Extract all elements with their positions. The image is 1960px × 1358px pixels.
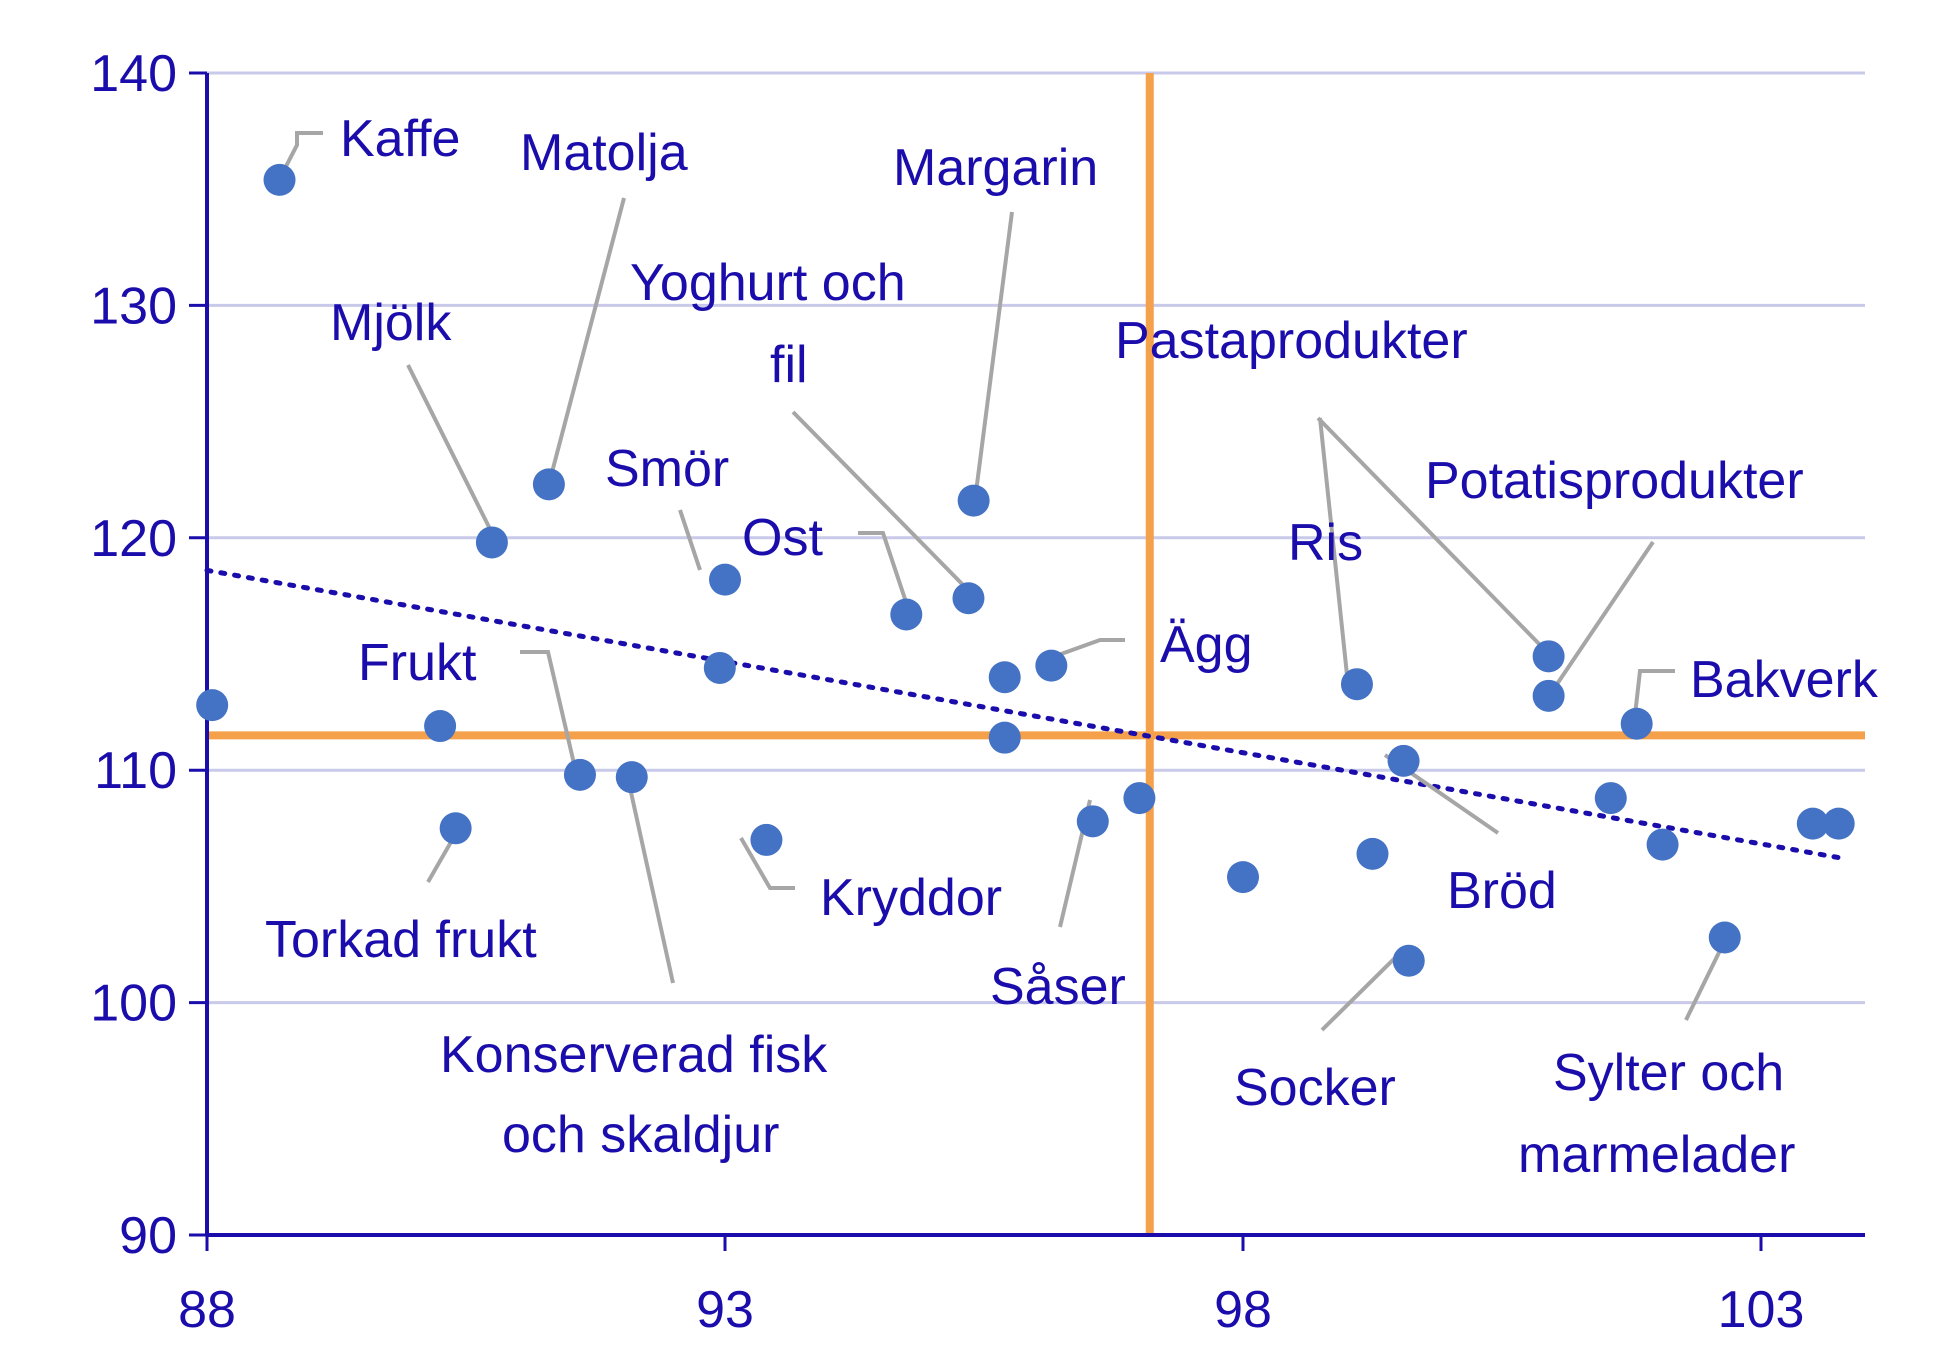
y-tick-label: 100 [90, 975, 177, 1033]
data-point [1796, 807, 1829, 840]
trend-line-group [204, 567, 1847, 862]
data-point [750, 823, 783, 856]
label-leaders [278, 131, 1732, 1032]
data-point [1387, 744, 1420, 777]
data-point [1646, 828, 1679, 861]
data-point [1392, 944, 1425, 977]
point-label: Potatisprodukter [1425, 452, 1804, 510]
data-point [439, 812, 472, 845]
point-label: och skaldjur [502, 1106, 779, 1164]
point-label: Torkad frukt [265, 911, 537, 969]
data-point [1123, 782, 1156, 815]
leader-line [1049, 638, 1125, 660]
data-point [1035, 649, 1068, 682]
leader-line [1318, 417, 1349, 676]
point-label: Bakverk [1690, 651, 1879, 709]
leader-line [623, 764, 675, 984]
data-points [196, 163, 1855, 977]
data-point [196, 689, 229, 722]
gridlines [207, 71, 1865, 1005]
data-point [263, 163, 296, 196]
data-point [890, 598, 923, 631]
data-point [1708, 921, 1741, 954]
leader-line [278, 131, 323, 179]
point-label: Såser [990, 958, 1126, 1016]
x-tick-label: 93 [696, 1281, 754, 1339]
data-point [615, 761, 648, 794]
leader-line [739, 836, 795, 890]
point-label: Kryddor [820, 869, 1002, 927]
leader-line [1316, 416, 1547, 652]
data-point [1356, 837, 1389, 870]
data-point [475, 526, 508, 559]
point-label: Mjölk [330, 294, 452, 352]
point-label: Smör [605, 440, 729, 498]
point-label: Ris [1288, 514, 1363, 572]
point-label: Bröd [1447, 862, 1557, 920]
data-point [532, 468, 565, 501]
leader-line [791, 410, 970, 592]
data-point [957, 484, 990, 517]
trend-line [204, 567, 1847, 862]
y-tick-label: 110 [94, 742, 177, 800]
leader-line [520, 650, 577, 769]
data-point [563, 758, 596, 791]
x-tick-label: 98 [1214, 1281, 1272, 1339]
leader-line [548, 197, 626, 481]
data-point [1340, 668, 1373, 701]
leader-line [1633, 669, 1675, 716]
axes: 90 100 110 120 130 140 88 93 98 103 [90, 45, 1865, 1339]
point-label: Frukt [358, 634, 477, 692]
x-tick-label: 88 [178, 1281, 236, 1339]
data-point [703, 651, 736, 684]
y-tick-label: 130 [90, 277, 177, 335]
point-label: Kaffe [340, 110, 460, 168]
y-tick-label: 140 [90, 45, 177, 103]
data-point [988, 721, 1021, 754]
point-label: Socker [1234, 1059, 1396, 1117]
x-tick-label: 103 [1718, 1281, 1805, 1339]
leader-line [858, 531, 909, 606]
point-label: Ägg [1160, 616, 1253, 674]
point-label: Yoghurt och [630, 254, 906, 312]
point-label: Pastaprodukter [1115, 312, 1468, 370]
data-point [1620, 707, 1653, 740]
data-point [1594, 782, 1627, 815]
point-label: marmelader [1518, 1126, 1795, 1184]
data-point [1227, 861, 1259, 894]
data-point [952, 582, 985, 615]
data-point [709, 563, 741, 596]
point-labels: Kaffe Matolja Margarin Mjölk Yoghurt och fil S… [265, 110, 1879, 1184]
leader-line [406, 364, 495, 536]
leader-line [973, 211, 1014, 501]
reference-lines [207, 73, 1865, 1235]
data-point [1822, 807, 1855, 840]
point-label: Konserverad fisk [440, 1026, 828, 1084]
point-label: Margarin [893, 139, 1098, 197]
data-point [424, 710, 457, 743]
data-point [1532, 679, 1565, 712]
leader-line [1551, 540, 1655, 692]
data-point [1076, 805, 1109, 838]
point-label: Sylter och [1553, 1044, 1784, 1102]
leader-line [1320, 946, 1407, 1032]
leader-line [678, 509, 702, 571]
point-label: Ost [742, 509, 823, 567]
point-label: Matolja [520, 124, 688, 182]
data-point [1532, 640, 1565, 673]
data-point [988, 661, 1021, 694]
y-tick-label: 120 [90, 510, 177, 568]
point-label: fil [770, 336, 808, 394]
y-tick-label: 90 [119, 1207, 177, 1265]
